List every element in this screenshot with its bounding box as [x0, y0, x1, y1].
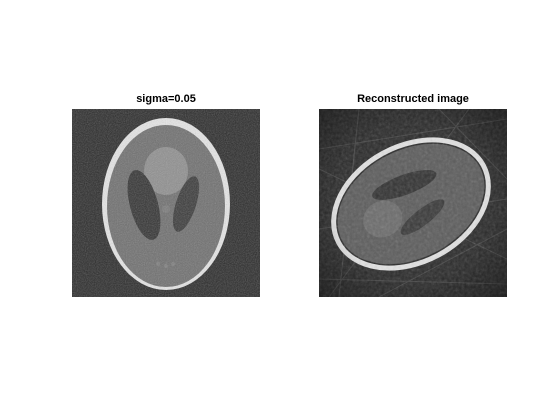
right-vignette: [319, 109, 507, 297]
right-reconstruction-svg: [319, 109, 507, 297]
left-phantom-image: [72, 109, 260, 297]
left-panel-title: sigma=0.05: [136, 93, 196, 105]
left-noise-overlay: [72, 109, 260, 297]
right-panel-title: Reconstructed image: [357, 93, 469, 105]
right-reconstructed-image: [319, 109, 507, 297]
left-phantom-svg: [72, 109, 260, 297]
